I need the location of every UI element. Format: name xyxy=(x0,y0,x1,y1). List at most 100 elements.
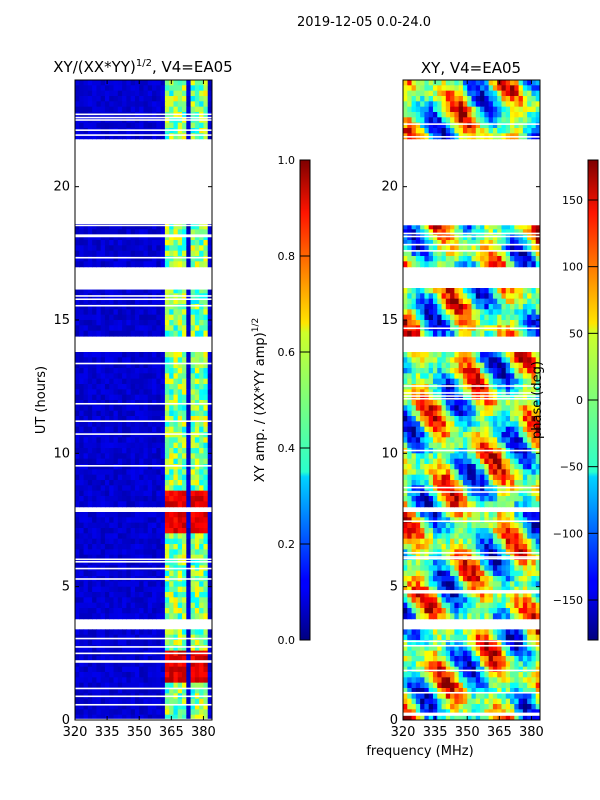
heatmap-cell xyxy=(87,629,93,636)
heatmap-cell xyxy=(164,469,170,476)
heatmap-cell xyxy=(113,597,119,604)
heatmap-cell xyxy=(203,240,209,246)
heatmap-cell xyxy=(186,389,192,396)
heatmap-cell xyxy=(100,304,106,310)
heatmap-cell xyxy=(109,597,115,604)
heatmap-cell xyxy=(207,261,212,268)
heatmap-cell xyxy=(177,442,183,449)
heatmap-cell xyxy=(403,378,408,385)
heatmap-cell xyxy=(152,416,157,422)
heatmap-cell xyxy=(467,378,473,385)
heatmap-cell xyxy=(160,522,166,529)
heatmap-cell xyxy=(420,128,426,134)
heatmap-cell xyxy=(117,448,123,454)
heatmap-cell xyxy=(152,133,157,140)
heatmap-cell xyxy=(113,512,119,518)
heatmap-cell xyxy=(104,666,110,673)
heatmap-cell xyxy=(100,128,106,134)
heatmap-cell xyxy=(113,581,119,588)
heatmap-cell xyxy=(510,480,515,486)
heatmap-cell xyxy=(182,421,187,428)
heatmap-cell xyxy=(518,330,524,337)
heatmap-cell xyxy=(467,298,473,305)
heatmap-cell xyxy=(450,512,455,518)
heatmap-cell xyxy=(207,128,212,134)
heatmap-cell xyxy=(173,122,179,129)
heatmap-cell xyxy=(104,90,110,97)
heatmap-cell xyxy=(130,234,136,241)
heatmap-cell xyxy=(194,240,200,246)
heatmap-cell xyxy=(177,309,183,316)
heatmap-cell xyxy=(100,501,106,508)
heatmap-cell xyxy=(117,373,123,380)
heatmap-cell xyxy=(130,96,136,102)
heatmap-cell xyxy=(177,634,183,641)
heatmap-cell xyxy=(92,560,98,566)
heatmap-cell xyxy=(109,432,115,438)
heatmap-cell xyxy=(96,357,102,364)
heatmap-cell xyxy=(83,442,89,449)
heatmap-cell xyxy=(428,405,434,412)
heatmap-cell xyxy=(186,549,192,556)
heatmap-cell xyxy=(92,90,98,97)
heatmap-cell xyxy=(100,666,106,673)
heatmap-cell xyxy=(475,106,481,113)
heatmap-cell xyxy=(454,309,460,316)
heatmap-cell xyxy=(471,368,477,374)
heatmap-cell xyxy=(450,250,455,257)
heatmap-cell xyxy=(403,90,408,97)
heatmap-cell xyxy=(454,357,460,364)
heatmap-cell xyxy=(518,490,524,497)
heatmap-cell xyxy=(535,474,540,481)
heatmap-cell xyxy=(432,234,438,241)
heatmap-cell xyxy=(403,501,408,508)
heatmap-cell xyxy=(190,602,196,609)
heatmap-cell xyxy=(130,496,136,502)
heatmap-cell xyxy=(437,357,443,364)
heatmap-cell xyxy=(83,485,89,492)
heatmap-cell xyxy=(454,405,460,412)
heatmap-cell xyxy=(514,117,520,124)
heatmap-cell xyxy=(407,90,413,97)
heatmap-cell xyxy=(199,389,205,396)
heatmap-cell xyxy=(156,357,162,364)
heatmap-cell xyxy=(441,517,447,524)
heatmap-cell xyxy=(207,288,212,294)
heatmap-cell xyxy=(492,384,498,390)
heatmap-cell xyxy=(199,368,205,374)
heatmap-cell xyxy=(207,522,212,529)
heatmap-cell xyxy=(117,261,123,268)
heatmap-cell xyxy=(199,320,205,326)
heatmap-cell xyxy=(480,496,485,502)
heatmap-cell xyxy=(535,426,540,433)
heatmap-cell xyxy=(437,512,443,518)
heatmap-cell xyxy=(152,122,157,129)
heatmap-cell xyxy=(527,240,533,246)
heatmap-cell xyxy=(147,240,153,246)
heatmap-cell xyxy=(104,133,110,140)
heatmap-cell xyxy=(428,314,434,321)
heatmap-cell xyxy=(501,240,507,246)
heatmap-cell xyxy=(207,666,212,673)
heatmap-cell xyxy=(117,394,123,401)
colorbar-tick-label: 0.4 xyxy=(278,442,296,455)
heatmap-cell xyxy=(156,544,162,550)
heatmap-cell xyxy=(126,501,132,508)
heatmap-cell xyxy=(514,288,520,294)
heatmap-cell xyxy=(156,485,162,492)
heatmap-cell xyxy=(415,101,421,108)
heatmap-cell xyxy=(190,485,196,492)
heatmap-cell xyxy=(424,464,430,470)
heatmap-cell xyxy=(87,501,93,508)
heatmap-cell xyxy=(169,106,175,113)
heatmap-cell xyxy=(190,501,196,508)
heatmap-cell xyxy=(143,672,149,678)
heatmap-cell xyxy=(203,362,209,369)
heatmap-cell xyxy=(207,661,212,668)
heatmap-cell xyxy=(207,256,212,262)
heatmap-cell xyxy=(164,549,170,556)
heatmap-cell xyxy=(527,496,533,502)
heatmap-cell xyxy=(403,432,408,438)
heatmap-cell xyxy=(527,112,533,118)
heatmap-cell xyxy=(152,501,157,508)
